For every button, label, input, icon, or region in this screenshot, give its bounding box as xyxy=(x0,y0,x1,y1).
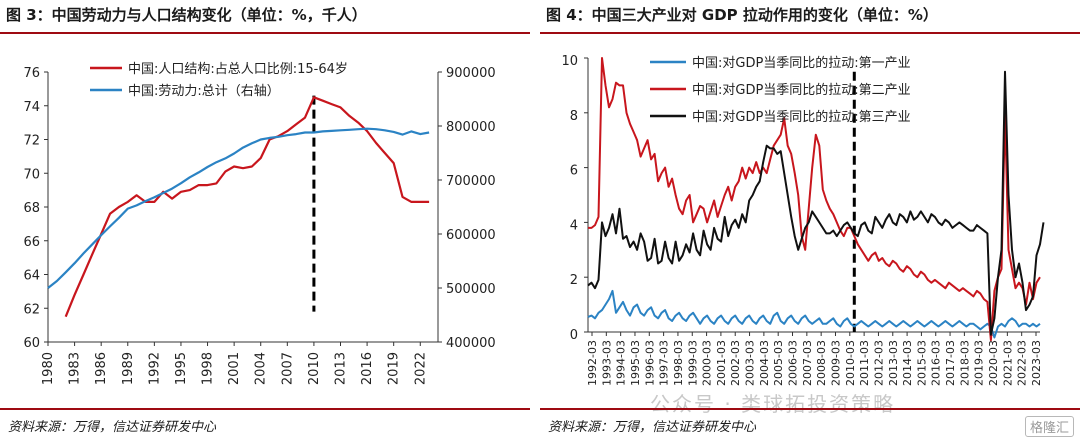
left-source-text: 资料来源：万得，信达证券研发中心 xyxy=(8,420,217,435)
right-x-tick-label: 2009-03 xyxy=(829,340,842,386)
left-y-tick-label: 68 xyxy=(23,201,40,216)
legend-label: 中国:人口结构:占总人口比例:15-64岁 xyxy=(128,62,348,77)
right-x-tick-label: 2000-03 xyxy=(701,340,714,386)
left-chart-title: 图 3：中国劳动力与人口结构变化（单位：%，千人） xyxy=(6,6,367,24)
left-y-tick-label: 70 xyxy=(23,167,40,182)
right-x-tick-label: 2008-03 xyxy=(815,340,828,386)
right-y-tick-label: 900000 xyxy=(446,66,496,81)
right-chart-title: 图 4：中国三大产业对 GDP 拉动作用的变化（单位：%） xyxy=(546,6,938,24)
right-y-tick-label: 6 xyxy=(570,164,578,179)
left-title-rule xyxy=(0,32,530,34)
right-y-tick-label: 500000 xyxy=(446,282,496,297)
left-y-tick-label: 76 xyxy=(23,66,40,81)
right-x-tick-label: 2022-03 xyxy=(1016,340,1029,386)
right-x-tick-label: 2016-03 xyxy=(930,340,943,386)
right-x-tick-label: 1997-03 xyxy=(658,340,671,386)
right-y-tick-label: 800000 xyxy=(446,120,496,135)
left-x-tick-label: 2013 xyxy=(334,352,349,385)
right-y-tick-label: 8 xyxy=(570,109,578,124)
series-line-secondary-industry xyxy=(588,57,1041,342)
right-x-tick-label: 2021-03 xyxy=(1001,340,1014,386)
left-x-tick-label: 1998 xyxy=(201,352,216,385)
right-x-tick-label: 2002-03 xyxy=(729,340,742,386)
left-y-tick-label: 62 xyxy=(23,302,40,317)
right-x-tick-label: 1994-03 xyxy=(615,340,628,386)
right-y-tick-label: 0 xyxy=(570,328,578,343)
right-x-tick-label: 2018-03 xyxy=(958,340,971,386)
right-x-tick-label: 1992-03 xyxy=(586,340,599,386)
right-x-tick-label: 2013-03 xyxy=(887,340,900,386)
right-y-tick-label: 4 xyxy=(570,218,578,233)
right-x-tick-label: 2017-03 xyxy=(944,340,957,386)
right-x-tick-label: 2005-03 xyxy=(772,340,785,386)
right-y-tick-label: 400000 xyxy=(446,336,496,351)
right-x-tick-label: 2012-03 xyxy=(872,340,885,386)
right-x-tick-label: 2004-03 xyxy=(758,340,771,386)
right-chart-svg: 0 2 4 6 8 10 1992-03 1993-03 1994-03 1995-03 1996-… xyxy=(561,54,1045,386)
left-x-tick-label: 1992 xyxy=(147,352,162,385)
legend-label: 中国:对GDP当季同比的拉动:第一产业 xyxy=(692,55,911,71)
right-y-tick-label: 700000 xyxy=(446,174,496,189)
left-x-tick-label: 2001 xyxy=(227,352,242,385)
right-x-tick-label: 2010-03 xyxy=(844,340,857,386)
right-title-rule xyxy=(540,32,1080,34)
legend-label: 中国:劳动力:总计（右轴） xyxy=(128,83,280,99)
right-x-tick-label: 2007-03 xyxy=(801,340,814,386)
left-x-tick-label: 1995 xyxy=(174,352,189,385)
legend-label: 中国:对GDP当季同比的拉动:第二产业 xyxy=(692,82,911,98)
right-x-tick-label: 1996-03 xyxy=(643,340,656,386)
right-x-tick-label: 2020-03 xyxy=(987,340,1000,386)
series-line-labor-force xyxy=(47,127,430,289)
right-x-tick-label: 2001-03 xyxy=(715,340,728,386)
logo-badge: 格隆汇 xyxy=(1024,416,1074,437)
series-line-population-ratio xyxy=(64,96,430,318)
right-x-tick-label: 1993-03 xyxy=(600,340,613,386)
series-line-primary-industry xyxy=(587,289,1041,339)
watermark-text: 公众号 · 类球拓投资策略 xyxy=(650,392,896,416)
right-legend: 中国:对GDP当季同比的拉动:第一产业中国:对GDP当季同比的拉动:第二产业中国… xyxy=(650,55,911,125)
right-y-tick-label: 2 xyxy=(570,273,578,288)
left-x-tick-label: 2019 xyxy=(387,352,402,385)
left-x-tick-label: 2007 xyxy=(280,352,295,385)
right-source-text: 资料来源：万得，信达证券研发中心 xyxy=(548,420,757,435)
left-x-tick-label: 1986 xyxy=(94,352,109,385)
right-x-tick-label: 1999-03 xyxy=(686,340,699,386)
left-x-tick-label: 2010 xyxy=(307,352,322,385)
right-x-tick-label: 2014-03 xyxy=(901,340,914,386)
right-x-tick-label: 2011-03 xyxy=(858,340,871,386)
series-line-tertiary-industry xyxy=(587,70,1045,336)
left-x-tick-label: 2004 xyxy=(254,352,269,385)
left-x-tick-label: 2016 xyxy=(360,352,375,385)
left-y-tick-label: 74 xyxy=(23,100,40,115)
left-y-tick-label: 66 xyxy=(23,235,40,250)
left-chart-panel: 图 3：中国劳动力与人口结构变化（单位：%，千人） 60 62 64 66 68 70 72… xyxy=(0,0,530,444)
right-chart-panel: 图 4：中国三大产业对 GDP 拉动作用的变化（单位：%） 0 2 4 6 8 10 199… xyxy=(540,0,1080,444)
left-x-tick-label: 1983 xyxy=(68,352,83,385)
left-x-tick-label: 1989 xyxy=(121,352,136,385)
right-source-rule xyxy=(540,408,1080,410)
left-y-tick-label: 60 xyxy=(23,336,40,351)
right-x-tick-label: 2019-03 xyxy=(973,340,986,386)
right-x-tick-label: 1995-03 xyxy=(629,340,642,386)
left-chart-svg: 60 62 64 66 68 70 72 74 76 400000 500000 600000 7000… xyxy=(23,62,496,385)
right-x-tick-label: 2006-03 xyxy=(787,340,800,386)
legend-label: 中国:对GDP当季同比的拉动:第三产业 xyxy=(692,109,911,125)
right-x-tick-label: 1998-03 xyxy=(672,340,685,386)
left-source-rule xyxy=(0,408,530,410)
right-x-tick-label: 2003-03 xyxy=(744,340,757,386)
left-y-tick-label: 72 xyxy=(23,134,40,149)
right-x-tick-label: 2015-03 xyxy=(915,340,928,386)
right-y-tick-label: 10 xyxy=(561,54,578,69)
left-x-tick-label: 1980 xyxy=(41,352,56,385)
right-x-tick-label: 2023-03 xyxy=(1030,340,1043,386)
left-x-tick-label: 2022 xyxy=(413,352,428,385)
right-y-tick-label: 600000 xyxy=(446,228,496,243)
left-y-tick-label: 64 xyxy=(23,269,40,284)
